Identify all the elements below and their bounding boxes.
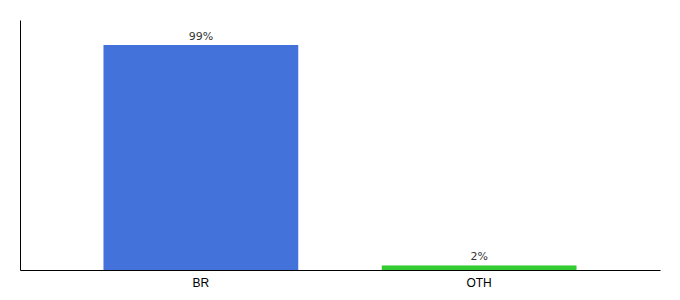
x-tick-label: OTH: [466, 276, 491, 290]
y-axis: [20, 21, 21, 271]
x-axis-line: [21, 270, 661, 271]
x-axis: BR OTH: [21, 271, 661, 290]
data-labels: 99% 2%: [189, 30, 488, 263]
bar: [382, 265, 577, 270]
x-tick: OTH: [466, 276, 491, 290]
y-axis-line: [20, 21, 21, 271]
x-tick-label: BR: [193, 276, 210, 290]
data-label: 2%: [470, 250, 487, 263]
plot: 99% 2% BR OTH: [21, 21, 661, 290]
bar: [103, 45, 298, 270]
chart: 99% 2% BR OTH: [0, 0, 680, 300]
data-label: 99%: [189, 30, 213, 43]
bars: [103, 45, 576, 270]
x-tick: BR: [193, 276, 210, 290]
